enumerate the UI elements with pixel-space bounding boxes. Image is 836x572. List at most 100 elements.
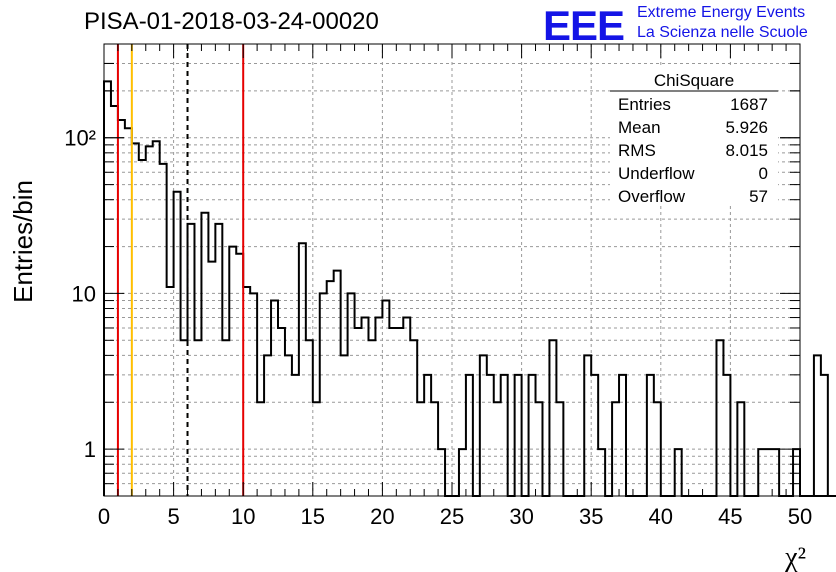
histogram-bin	[334, 271, 341, 496]
x-tick-label: 5	[167, 504, 179, 529]
histogram-bin	[243, 287, 250, 496]
histogram-bin	[396, 328, 403, 496]
histogram-bin	[236, 254, 243, 496]
histogram-bin	[313, 402, 320, 496]
histogram-bin	[167, 287, 174, 496]
histogram-bin	[382, 301, 389, 496]
histogram-bin	[654, 402, 661, 496]
histogram-bin	[410, 340, 417, 496]
histogram-bin	[375, 318, 382, 496]
histogram-bin	[591, 375, 598, 496]
histogram-bin	[716, 340, 723, 496]
histogram-bin	[480, 355, 487, 496]
histogram-bin	[188, 224, 195, 496]
histogram-bin	[160, 164, 167, 496]
y-tick-label: 1	[84, 437, 96, 462]
histogram-bin	[389, 328, 396, 496]
x-tick-label: 0	[98, 504, 110, 529]
x-tick-label: 15	[301, 504, 325, 529]
histogram-bin	[368, 340, 375, 496]
histogram-bin	[675, 449, 682, 496]
histogram-bin	[814, 355, 821, 496]
histogram-bin	[222, 340, 229, 496]
stats-row-value: 0	[759, 164, 768, 183]
histogram-series	[103, 80, 836, 497]
stats-box	[610, 66, 778, 206]
histogram-bin	[278, 328, 285, 496]
histogram-bin	[549, 340, 556, 496]
histogram-bin	[181, 340, 188, 496]
histogram-bin	[556, 402, 563, 496]
histogram-bin	[132, 143, 139, 496]
histogram-bin	[320, 293, 327, 496]
eee-logo-line2: La Scienza nelle Scuole	[637, 24, 808, 41]
stats-row-label: Mean	[618, 118, 661, 137]
histogram-bin	[201, 213, 208, 496]
histogram-bin	[612, 402, 619, 496]
histogram-bin	[194, 340, 201, 496]
stats-row-label: Underflow	[618, 164, 695, 183]
histogram-bin	[341, 355, 348, 496]
histogram-bin	[424, 375, 431, 496]
histogram-bin	[215, 224, 222, 496]
x-tick-label: 50	[788, 504, 812, 529]
histogram-bin	[487, 375, 494, 496]
histogram-bin	[417, 402, 424, 496]
histogram-bin	[598, 449, 605, 496]
y-tick-label: 10	[72, 281, 96, 306]
histogram-bin	[229, 247, 236, 496]
stats-row-value: 1687	[730, 95, 768, 114]
histogram-bin	[494, 402, 501, 496]
histogram-bin	[765, 449, 772, 496]
x-tick-label: 20	[370, 504, 394, 529]
histogram-bin	[529, 375, 536, 496]
eee-logo-line1: Extreme Energy Events	[637, 4, 806, 21]
eee-logo: EEE	[543, 2, 625, 49]
y-tick-label: 10²	[64, 126, 96, 151]
x-tick-label: 30	[509, 504, 533, 529]
histogram-bin	[438, 449, 445, 496]
histogram-bin	[723, 375, 730, 496]
histogram-bin	[737, 402, 744, 496]
x-tick-label: 35	[579, 504, 603, 529]
x-axis-title: χ²	[784, 542, 806, 572]
histogram-bin	[271, 301, 278, 496]
histogram-bin	[104, 81, 111, 496]
histogram-bin	[118, 120, 125, 496]
x-tick-label: 45	[718, 504, 742, 529]
histogram-bin	[139, 160, 146, 496]
histogram-bin	[208, 262, 215, 496]
histogram-bin	[153, 141, 160, 496]
stats-box-title: ChiSquare	[654, 71, 734, 90]
histogram-bin	[327, 281, 334, 496]
histogram-bin	[299, 243, 306, 496]
y-axis-title: Entries/bin	[8, 180, 38, 303]
histogram-bin	[306, 340, 313, 496]
histogram-bin	[501, 375, 508, 496]
histogram-bin	[459, 449, 466, 496]
histogram-bin	[403, 318, 410, 496]
stats-row-value: 5.926	[725, 118, 768, 137]
histogram-bin	[466, 375, 473, 496]
histogram-bin	[758, 449, 765, 496]
histogram-bin	[146, 146, 153, 496]
histogram-bin	[362, 318, 369, 496]
histogram-bin	[515, 375, 522, 496]
histogram-bin	[257, 402, 264, 496]
x-tick-label: 10	[231, 504, 255, 529]
stats-row-label: RMS	[618, 141, 656, 160]
stats-row-value: 8.015	[725, 141, 768, 160]
histogram-bin	[355, 328, 362, 496]
run-title: PISA-01-2018-03-24-00020	[84, 8, 379, 35]
histogram-bin	[647, 375, 654, 496]
histogram-bin	[348, 293, 355, 496]
histogram-bin	[125, 128, 132, 496]
stats-row-label: Overflow	[618, 187, 686, 206]
histogram-bin	[174, 192, 181, 496]
histogram-bin	[250, 293, 257, 496]
histogram-bin	[292, 375, 299, 496]
histogram-bin	[772, 449, 779, 496]
histogram-bin	[821, 375, 828, 496]
histogram-bin	[431, 402, 438, 496]
